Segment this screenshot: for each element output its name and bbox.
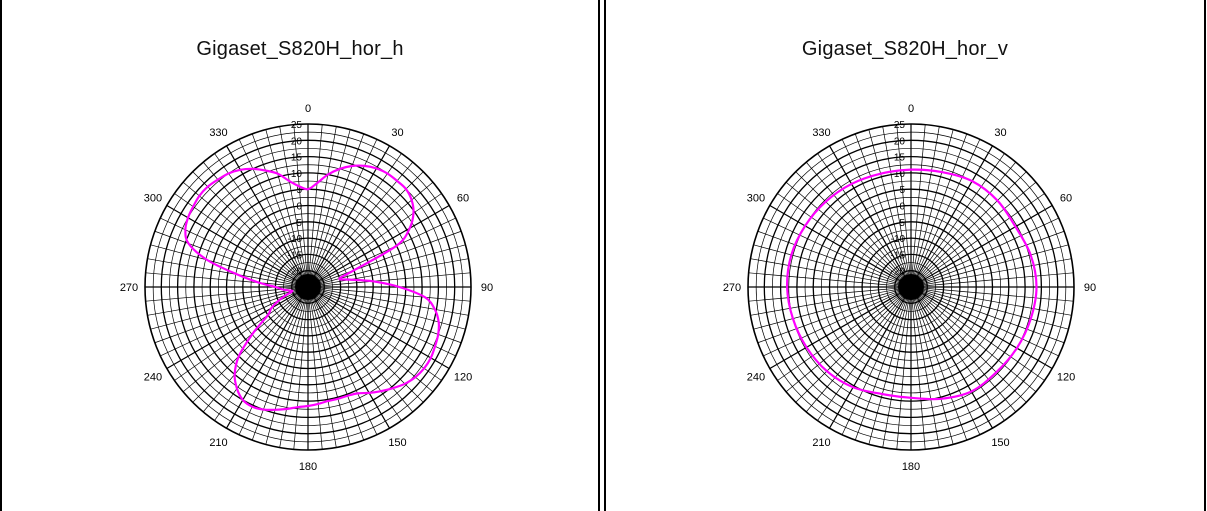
angle-tick-label: 180 [902, 461, 920, 473]
angle-tick-label: 210 [812, 437, 830, 449]
angle-tick-label: 330 [812, 127, 830, 139]
radial-tick-label: -5 [293, 218, 302, 229]
radial-tick-label: 20 [894, 136, 906, 147]
angle-tick-label: 240 [144, 372, 162, 384]
radial-tick-label: -10 [288, 234, 303, 245]
radial-tick-label: -10 [891, 234, 906, 245]
angle-tick-label: 120 [454, 372, 472, 384]
angle-tick-label: 300 [747, 193, 765, 205]
polar-chart-left: 2520151050-5-10-15-200306090120150180210… [2, 0, 602, 511]
radial-tick-label: 20 [291, 136, 303, 147]
radial-tick-label: 15 [291, 153, 303, 164]
radial-tick-label: -15 [288, 250, 303, 261]
angle-tick-label: 270 [723, 282, 741, 294]
angle-tick-label: 240 [747, 372, 765, 384]
radial-tick-label: 25 [291, 120, 303, 131]
angle-tick-label: 270 [120, 282, 138, 294]
angle-tick-label: 120 [1057, 372, 1075, 384]
radial-tick-label: -15 [891, 250, 906, 261]
angle-tick-label: 60 [1060, 193, 1072, 205]
radial-tick-label: 0 [296, 202, 302, 213]
angle-tick-label: 0 [908, 103, 914, 115]
chart-panel-right: Gigaset_S820H_hor_v 25 20 15 10 5 0 -5 -10 -15 -2… [604, 0, 1206, 511]
radial-tick-label: -20 [891, 267, 906, 278]
radial-tick-label: 15 [894, 153, 906, 164]
angle-tick-label: 30 [391, 127, 403, 139]
polar-grid [748, 124, 1074, 450]
angle-tick-label: 210 [209, 437, 227, 449]
angle-tick-label: 300 [144, 193, 162, 205]
angle-tick-label: 150 [388, 437, 406, 449]
polar-grid [145, 124, 471, 450]
angle-tick-label: 0 [305, 103, 311, 115]
angle-tick-label: 330 [209, 127, 227, 139]
angle-tick-label: 180 [299, 461, 317, 473]
radial-tick-label: 0 [899, 202, 905, 213]
angle-tick-label: 90 [481, 282, 493, 294]
angle-tick-label: 60 [457, 193, 469, 205]
radial-tick-label: -5 [896, 218, 905, 229]
radial-tick-label: 25 [894, 120, 906, 131]
angle-tick-label: 150 [991, 437, 1009, 449]
radial-tick-label: 5 [899, 185, 905, 196]
polar-chart-right: 2520151050-5-10-15-200306090120150180210… [606, 0, 1204, 511]
angle-tick-label: 30 [994, 127, 1006, 139]
center-dot [898, 274, 924, 300]
radial-tick-label: -20 [288, 267, 303, 278]
radial-tick-label: 10 [291, 169, 303, 180]
angle-tick-label: 90 [1084, 282, 1096, 294]
chart-panel-left: Gigaset_S820H_hor_h 25 20 15 10 5 0 -5 -10 -15 -2… [0, 0, 600, 511]
center-dot [295, 274, 321, 300]
